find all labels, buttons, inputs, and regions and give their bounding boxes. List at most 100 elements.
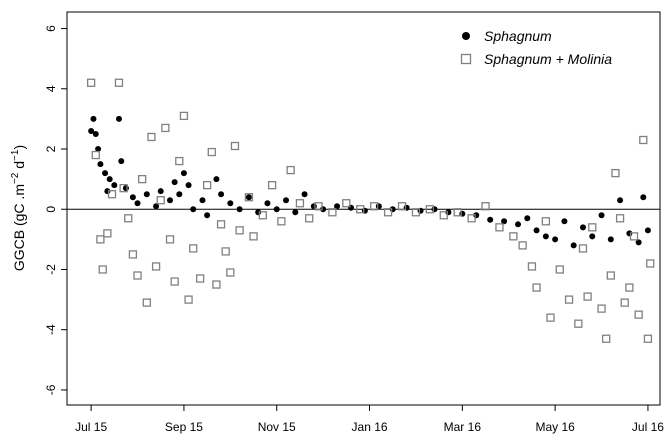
x-tick-label: Jul 15 [75, 420, 107, 434]
point [625, 283, 634, 292]
point [607, 236, 614, 243]
y-tick-label: 0 [44, 206, 58, 213]
point [95, 146, 102, 153]
point [226, 268, 235, 277]
x-tick-label: May 16 [535, 420, 575, 434]
point [518, 241, 527, 250]
point [119, 184, 128, 193]
point [640, 194, 647, 201]
point [356, 205, 365, 214]
y-label-part: GGCB (gC .m [11, 184, 27, 271]
point [103, 229, 112, 238]
point [533, 227, 540, 234]
point [235, 226, 244, 235]
point [561, 218, 568, 225]
point [286, 165, 295, 175]
y-tick-label: -4 [44, 324, 58, 335]
point [328, 208, 337, 217]
point [574, 319, 583, 328]
point [88, 127, 95, 134]
point [383, 208, 393, 217]
point [467, 214, 476, 223]
point [138, 174, 147, 184]
point [439, 211, 448, 220]
point [133, 271, 142, 280]
point [639, 135, 648, 145]
point [620, 298, 629, 307]
legend-label: Sphagnum + Molinia [484, 51, 612, 67]
point [204, 212, 211, 219]
point [375, 203, 382, 210]
point [611, 168, 620, 178]
point [151, 262, 161, 271]
point [411, 208, 421, 217]
point [564, 295, 574, 304]
y-tick-label: -2 [44, 264, 58, 275]
point [277, 217, 286, 226]
point [118, 158, 125, 165]
point [207, 147, 216, 157]
y-label-sup: −2 [10, 172, 21, 184]
point [598, 212, 605, 219]
point [97, 161, 104, 168]
point [245, 194, 252, 201]
point [555, 265, 564, 274]
point [91, 150, 100, 160]
point [196, 274, 205, 283]
point [273, 206, 280, 213]
point [176, 191, 183, 198]
point [202, 181, 212, 190]
point [267, 181, 277, 190]
x-tick-label: Jan 16 [352, 420, 388, 434]
point [184, 295, 193, 304]
point [221, 247, 230, 256]
point [334, 203, 341, 210]
y-tick-label: -6 [44, 384, 58, 395]
x-tick-label: Sep 15 [165, 420, 203, 434]
point [524, 215, 531, 222]
point [532, 283, 541, 292]
point [244, 193, 254, 202]
point [171, 179, 178, 186]
point [170, 277, 179, 286]
y-tick-label: 6 [44, 25, 58, 32]
point [541, 217, 551, 226]
point [230, 141, 240, 151]
legend-marker [462, 32, 470, 40]
y-tick-label: 4 [44, 85, 58, 92]
legend-label: Sphagnum [484, 28, 552, 44]
point [199, 197, 206, 204]
point [527, 262, 537, 271]
point [643, 334, 653, 343]
point [124, 214, 133, 223]
point [122, 185, 129, 192]
point [606, 271, 615, 280]
point [227, 200, 234, 207]
point [147, 132, 156, 142]
point [156, 196, 165, 205]
point [92, 130, 99, 137]
point [180, 170, 187, 177]
point [106, 176, 113, 183]
point [602, 334, 611, 343]
plot-frame [66, 11, 661, 406]
y-label-part: ) [11, 145, 27, 150]
point [397, 202, 407, 211]
point [515, 221, 522, 228]
point [347, 204, 354, 211]
point [495, 223, 504, 232]
point [579, 224, 586, 231]
point [258, 211, 267, 220]
x-tick-label: Mar 16 [444, 420, 482, 434]
point [292, 209, 299, 216]
point [165, 235, 175, 244]
point [218, 191, 225, 198]
point [114, 78, 124, 87]
point [509, 232, 518, 241]
point [96, 235, 105, 244]
point [597, 304, 606, 313]
point [431, 206, 438, 213]
point [212, 280, 221, 289]
point [615, 214, 625, 223]
point [310, 203, 317, 210]
